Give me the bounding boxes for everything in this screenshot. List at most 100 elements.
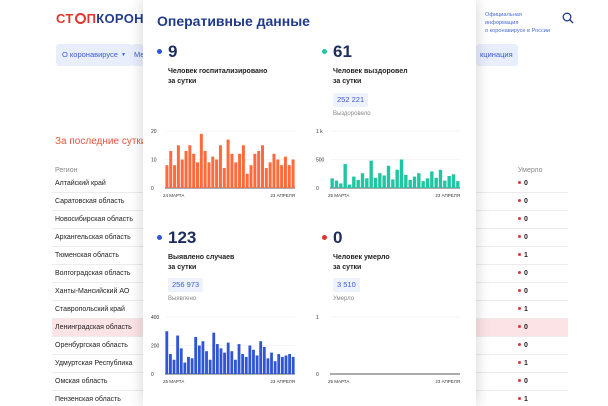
region-name: Ханты-Мансийский АО [55,288,130,295]
bar [244,356,248,374]
bar [234,162,238,188]
y-tick-label: 0 [316,186,319,192]
chart-recovered: 1 k 500 0 25 МАРТА 23 АПРЕЛЯ [316,128,466,202]
region-name: Алтайский край [55,180,106,187]
died-value-text: 0 [524,234,528,241]
y-tick-label: 400 [151,315,160,321]
died-value: 0 [518,378,528,385]
bar [369,160,373,188]
bar [434,177,438,188]
bar [238,153,242,188]
bar [291,159,295,188]
stat-card-cases: 123 Выявлено случаев за сутки 256 973 Вы… [155,228,315,308]
chart-hospitalized: 20 10 0 24 МАРТА 23 АПРЕЛЯ [151,128,301,202]
bar [373,177,378,188]
bar [284,355,288,374]
bar [188,145,192,188]
stat-label-line1: Выявлено случаев [168,254,235,261]
status-dot-icon [322,49,327,54]
died-value: 1 [518,396,528,403]
nav-measures[interactable]: Ме [131,44,143,66]
bar [276,159,280,188]
died-value: 0 [518,324,528,331]
stat-card-hospitalized: 9 Человек госпитализировано за сутки [155,42,315,122]
bar [412,176,417,188]
red-dot-icon [518,397,521,400]
bar [176,335,180,374]
operational-data-modal: Оперативные данные 9 Человек госпитализи… [143,0,476,406]
stat-total-label: Выявлено [168,296,197,302]
died-value: 1 [518,306,528,313]
bar [223,352,226,374]
bar [272,153,276,188]
nav-vaccination[interactable]: кцинация [476,44,518,66]
bar [365,178,369,188]
y-tick-label: 0 [151,186,154,192]
bar [215,344,219,374]
chevron-down-icon: ▼ [120,52,126,58]
red-dot-icon [518,199,521,202]
stat-total: 256 973 [168,278,204,292]
stat-label-line2: за сутки [333,264,362,271]
died-value: 0 [518,198,528,205]
bar [199,133,203,188]
region-name: Пензенская область [55,396,121,403]
bar [447,176,451,188]
bar [173,165,177,188]
bar [347,184,352,188]
died-value-text: 0 [524,288,528,295]
bar [192,153,196,188]
nav-about-covid[interactable]: О коронавирусе ▼ [56,44,132,66]
bar [438,169,443,188]
stat-total-label: Умерло [333,296,355,302]
column-header-died: Умерло [518,167,543,174]
died-value-text: 0 [524,216,528,223]
red-dot-icon [518,271,521,274]
bar [196,162,199,188]
bar [226,342,230,374]
died-value-text: 0 [524,324,528,331]
search-icon[interactable] [562,12,574,24]
bar [443,180,447,188]
died-value: 0 [518,234,528,241]
stat-label: Человек выздоровел за сутки [333,67,463,87]
official-info-link[interactable]: Официальная информация о коронавирусе в … [485,11,555,35]
bar [291,356,295,374]
nav-about-label: О коронавирусе [62,50,118,59]
bar [165,331,169,374]
bar [218,145,222,188]
bar [264,168,268,188]
region-name: Архангельская область [55,234,131,241]
bar [201,341,205,374]
bar-chart-died: 1 0 25 МАРТА 23 АПРЕЛЯ [316,315,460,384]
died-value-text: 0 [524,378,528,385]
bar [257,150,261,188]
bar [230,153,234,188]
red-dot-icon [518,289,521,292]
bar [187,356,190,374]
bar [261,145,264,188]
region-name: Тюменская область [55,252,119,259]
bar [391,179,395,188]
died-value: 1 [518,360,528,367]
x-start-label: 24 МАРТА [163,193,184,198]
bar [219,348,223,374]
bar [339,183,343,188]
section-title: За последние сутки, [55,136,150,147]
bar [280,165,284,188]
stat-number: 9 [168,42,178,61]
official-info-line2: о коронавирусе в России [485,28,551,34]
status-dot-icon [157,49,162,54]
bar [360,173,365,188]
died-value: 0 [518,288,528,295]
stat-total: 252 221 [333,93,369,107]
bar [399,159,404,188]
bar [408,180,412,188]
bar [266,358,270,374]
bar [194,336,198,374]
table-row[interactable]: Пензенская область 1 [52,391,568,406]
y-tick-label: 0 [151,372,154,378]
bar [169,354,172,374]
bar [280,356,284,374]
bar [252,349,255,374]
